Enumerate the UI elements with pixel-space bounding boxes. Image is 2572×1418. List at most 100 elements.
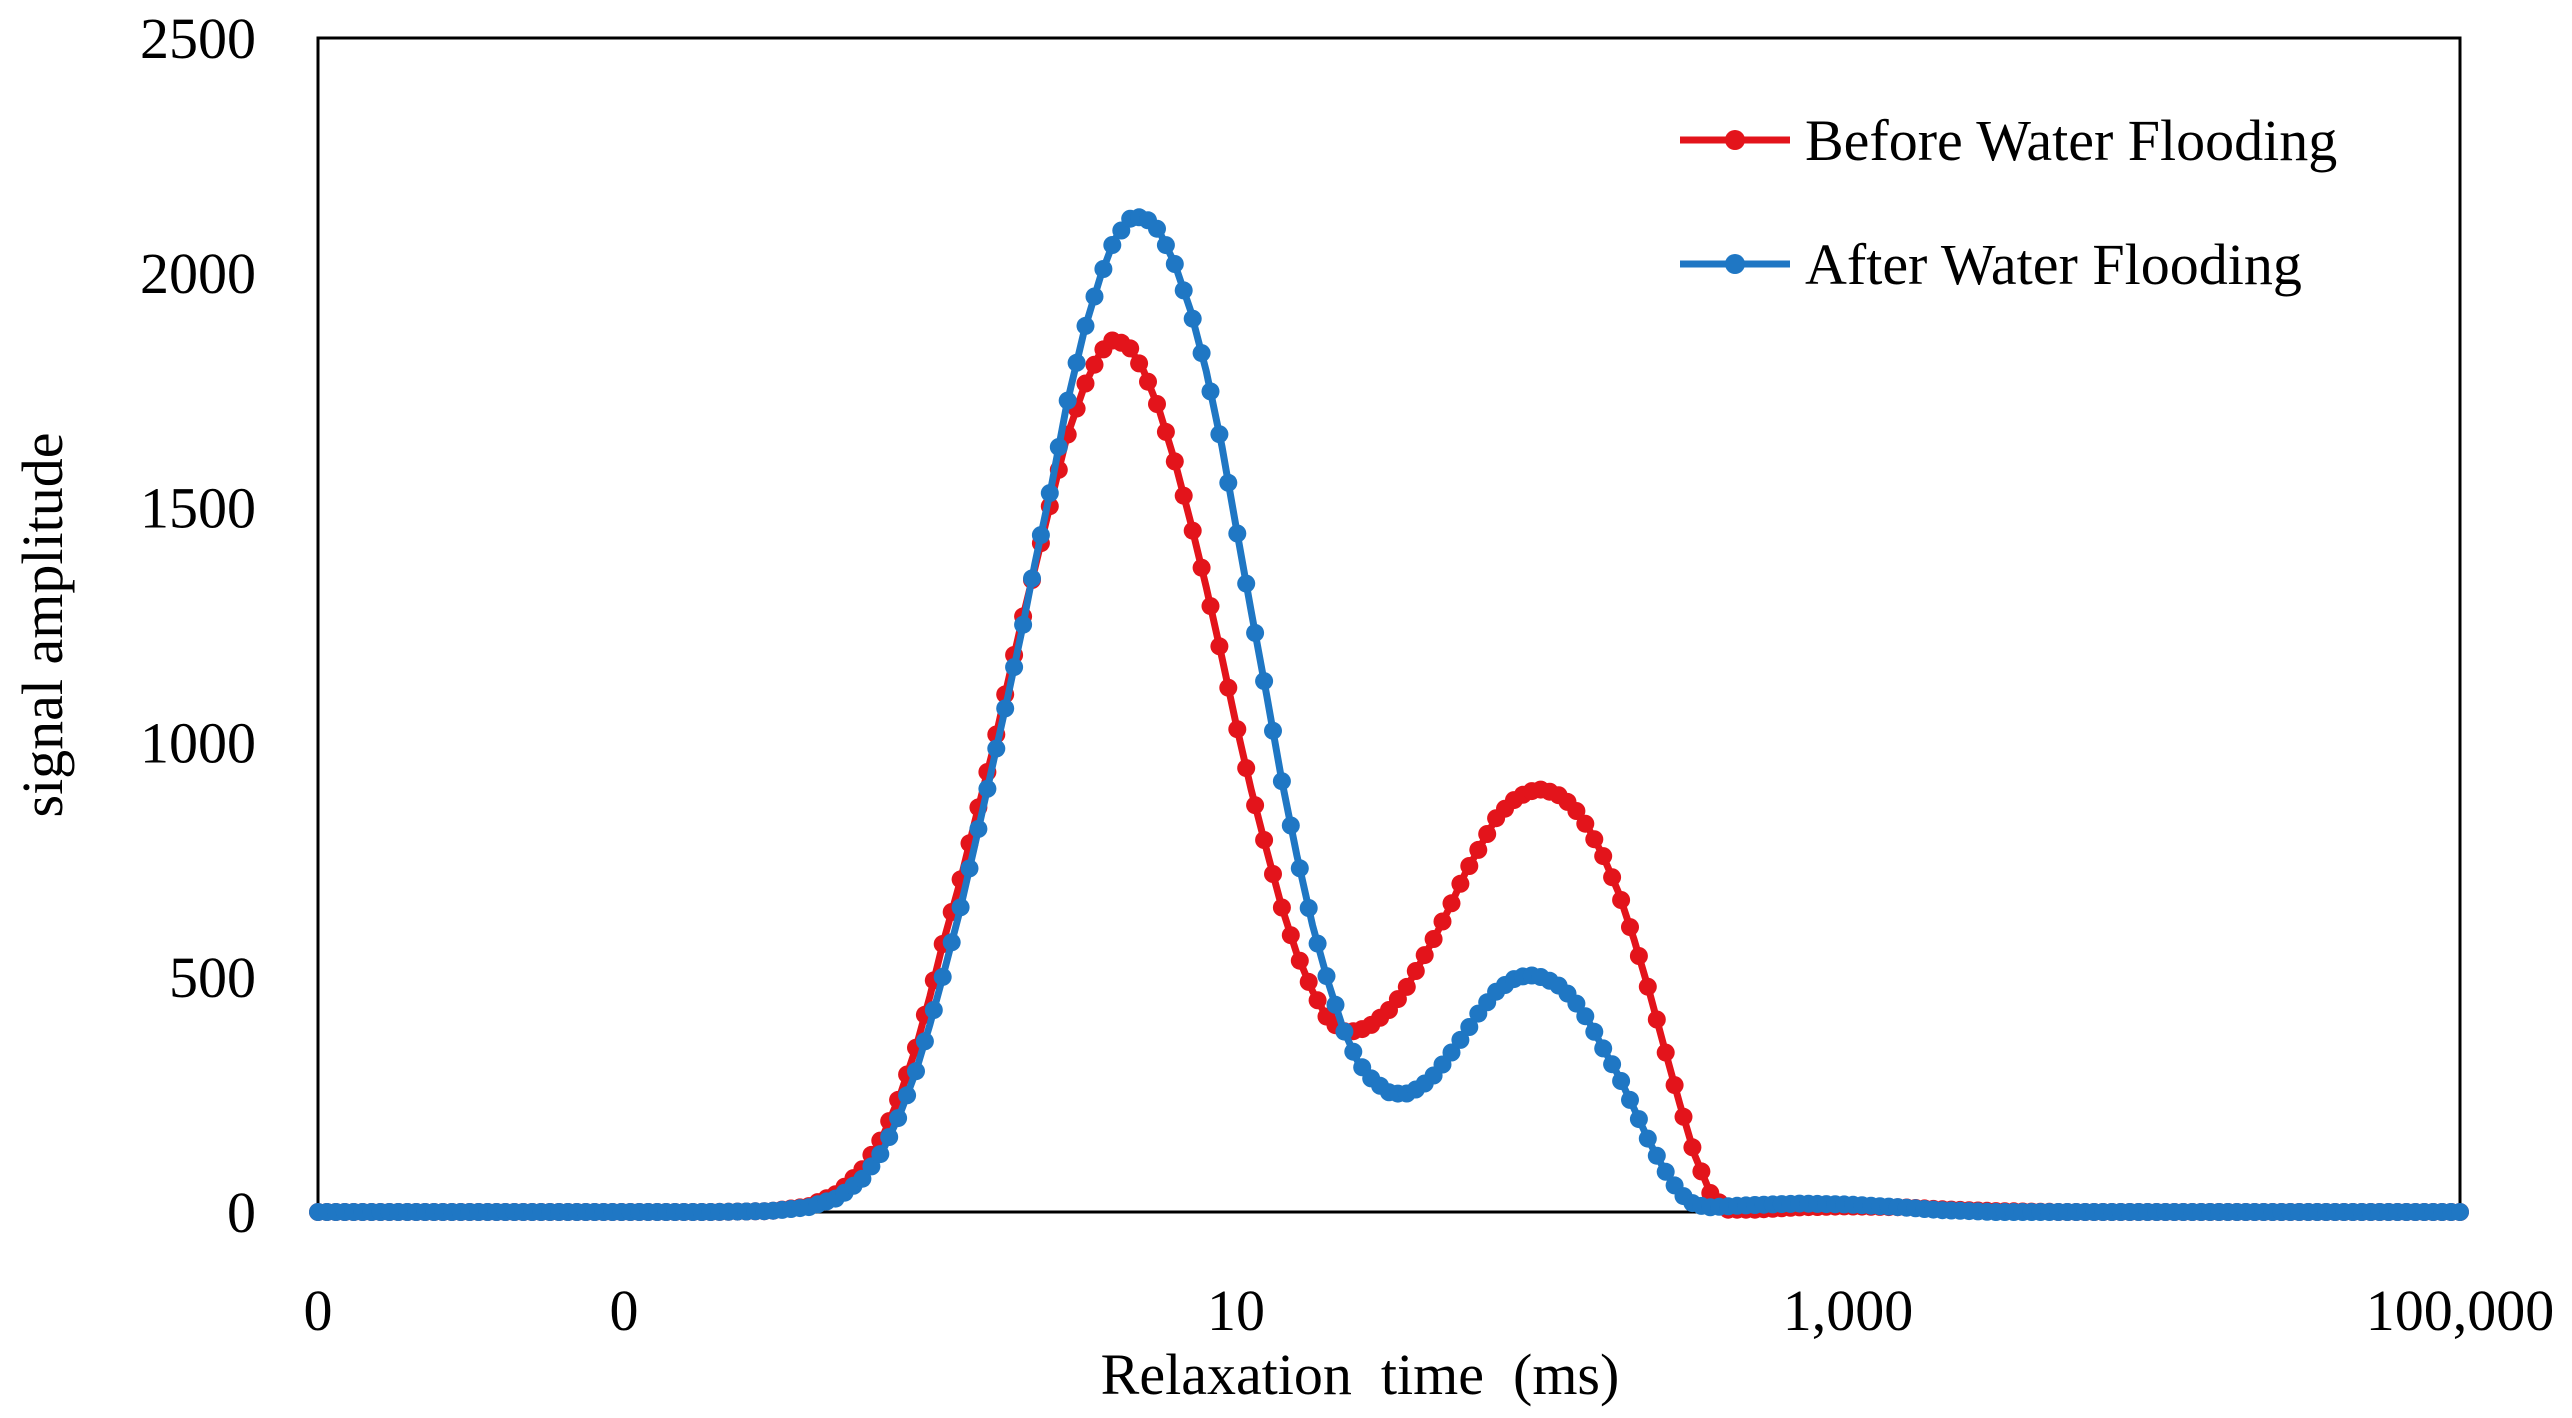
series-point xyxy=(1272,898,1291,917)
series-point xyxy=(1255,672,1274,691)
series-point xyxy=(1156,422,1175,441)
series-point xyxy=(933,967,952,986)
series-point xyxy=(942,933,961,952)
legend-item-after: After Water Flooding xyxy=(1680,232,2302,297)
series-point xyxy=(1228,524,1247,543)
legend-label-after: After Water Flooding xyxy=(1805,232,2302,297)
series-point xyxy=(969,819,988,838)
x-tick-label: 100,000 xyxy=(2366,1278,2555,1343)
y-axis-ticks: 0 500 1000 1500 2000 2500 xyxy=(140,6,256,1245)
plot-area-frame xyxy=(316,36,2462,1214)
series-point xyxy=(1460,1018,1479,1036)
series-line xyxy=(318,335,2460,1216)
x-tick-label: 1,000 xyxy=(1783,1278,1914,1343)
series-point xyxy=(1469,840,1488,859)
y-tick-label: 2500 xyxy=(140,6,256,71)
series-point xyxy=(1237,759,1256,778)
legend-marker-before xyxy=(1725,130,1745,150)
series-point xyxy=(1210,637,1229,656)
series-point xyxy=(1692,1162,1711,1181)
series-point xyxy=(1335,1022,1354,1041)
y-tick-label: 1000 xyxy=(140,710,256,775)
series-point xyxy=(1192,558,1211,577)
series-after xyxy=(309,208,2469,1221)
series-point xyxy=(1228,720,1247,739)
series-point xyxy=(871,1145,890,1164)
series-point xyxy=(1076,316,1095,335)
x-tick-label: 10 xyxy=(1207,1278,1265,1343)
series-point xyxy=(1246,796,1265,815)
series-point xyxy=(1040,484,1059,503)
series-point xyxy=(1201,597,1220,616)
series-point xyxy=(853,1169,872,1188)
series-point xyxy=(1281,926,1300,945)
series-point xyxy=(1264,865,1282,883)
series-point xyxy=(1451,1030,1470,1049)
series-point xyxy=(1130,354,1149,373)
series-point xyxy=(1567,802,1586,820)
series-point xyxy=(1576,1007,1595,1026)
series-point xyxy=(880,1128,899,1146)
legend-label-before: Before Water Flooding xyxy=(1805,108,2337,173)
series-point xyxy=(996,699,1015,718)
series-point xyxy=(924,1001,943,1019)
series-point xyxy=(1085,287,1104,306)
x-axis-ticks: 0 0 10 1,000 100,000 xyxy=(304,1278,2555,1343)
series-point xyxy=(1103,236,1122,254)
series-point xyxy=(1594,1039,1613,1058)
series-point xyxy=(1326,995,1345,1014)
series-point xyxy=(1094,260,1113,278)
legend-marker-after xyxy=(1725,254,1745,274)
series-point xyxy=(1156,236,1175,255)
series-point xyxy=(1219,678,1238,697)
series-point xyxy=(1665,1076,1684,1095)
series-point xyxy=(1317,967,1336,986)
series-point xyxy=(1585,1022,1604,1041)
series-point xyxy=(1183,521,1202,540)
series-point xyxy=(978,779,997,798)
series-point xyxy=(1442,1043,1461,1062)
series-point xyxy=(1567,994,1586,1013)
series-point xyxy=(1219,473,1238,492)
series-point xyxy=(1237,574,1256,593)
series-point xyxy=(1005,658,1024,677)
series-point xyxy=(1281,816,1300,835)
series-point xyxy=(1290,859,1309,878)
series-point xyxy=(1442,894,1461,913)
series-point xyxy=(1656,1043,1675,1062)
series-point xyxy=(1656,1162,1675,1181)
series-point xyxy=(1621,1090,1639,1109)
series-point xyxy=(1638,1129,1657,1148)
series-point xyxy=(1647,1146,1666,1165)
series-point xyxy=(1621,918,1639,937)
x-axis-title: Relaxation time (ms) xyxy=(1101,1342,1620,1407)
series-point xyxy=(1139,372,1157,391)
series-point xyxy=(1201,382,1220,401)
series-point xyxy=(907,1062,925,1081)
series-point xyxy=(1290,951,1309,970)
y-tick-label: 500 xyxy=(169,945,256,1010)
series-point xyxy=(1031,526,1050,545)
series-point xyxy=(1629,947,1648,965)
series-point xyxy=(1299,899,1318,917)
series-point xyxy=(1308,991,1327,1010)
series-point xyxy=(1612,891,1631,909)
series-point xyxy=(960,859,979,878)
series-point xyxy=(1255,831,1274,849)
series-point xyxy=(1067,353,1086,372)
series-point xyxy=(1424,930,1443,948)
series-point xyxy=(1299,972,1318,991)
series-point xyxy=(1594,847,1613,866)
series-point xyxy=(987,739,1006,758)
series-point xyxy=(1192,344,1211,363)
series-point xyxy=(1603,1055,1622,1074)
y-tick-label: 1500 xyxy=(140,476,256,541)
series-point xyxy=(1058,391,1077,410)
series-point xyxy=(1246,623,1265,642)
series-point xyxy=(898,1086,917,1105)
series-point xyxy=(1049,438,1068,456)
series-point xyxy=(1629,1110,1648,1129)
series-point xyxy=(915,1032,934,1051)
series-point xyxy=(1023,569,1041,588)
